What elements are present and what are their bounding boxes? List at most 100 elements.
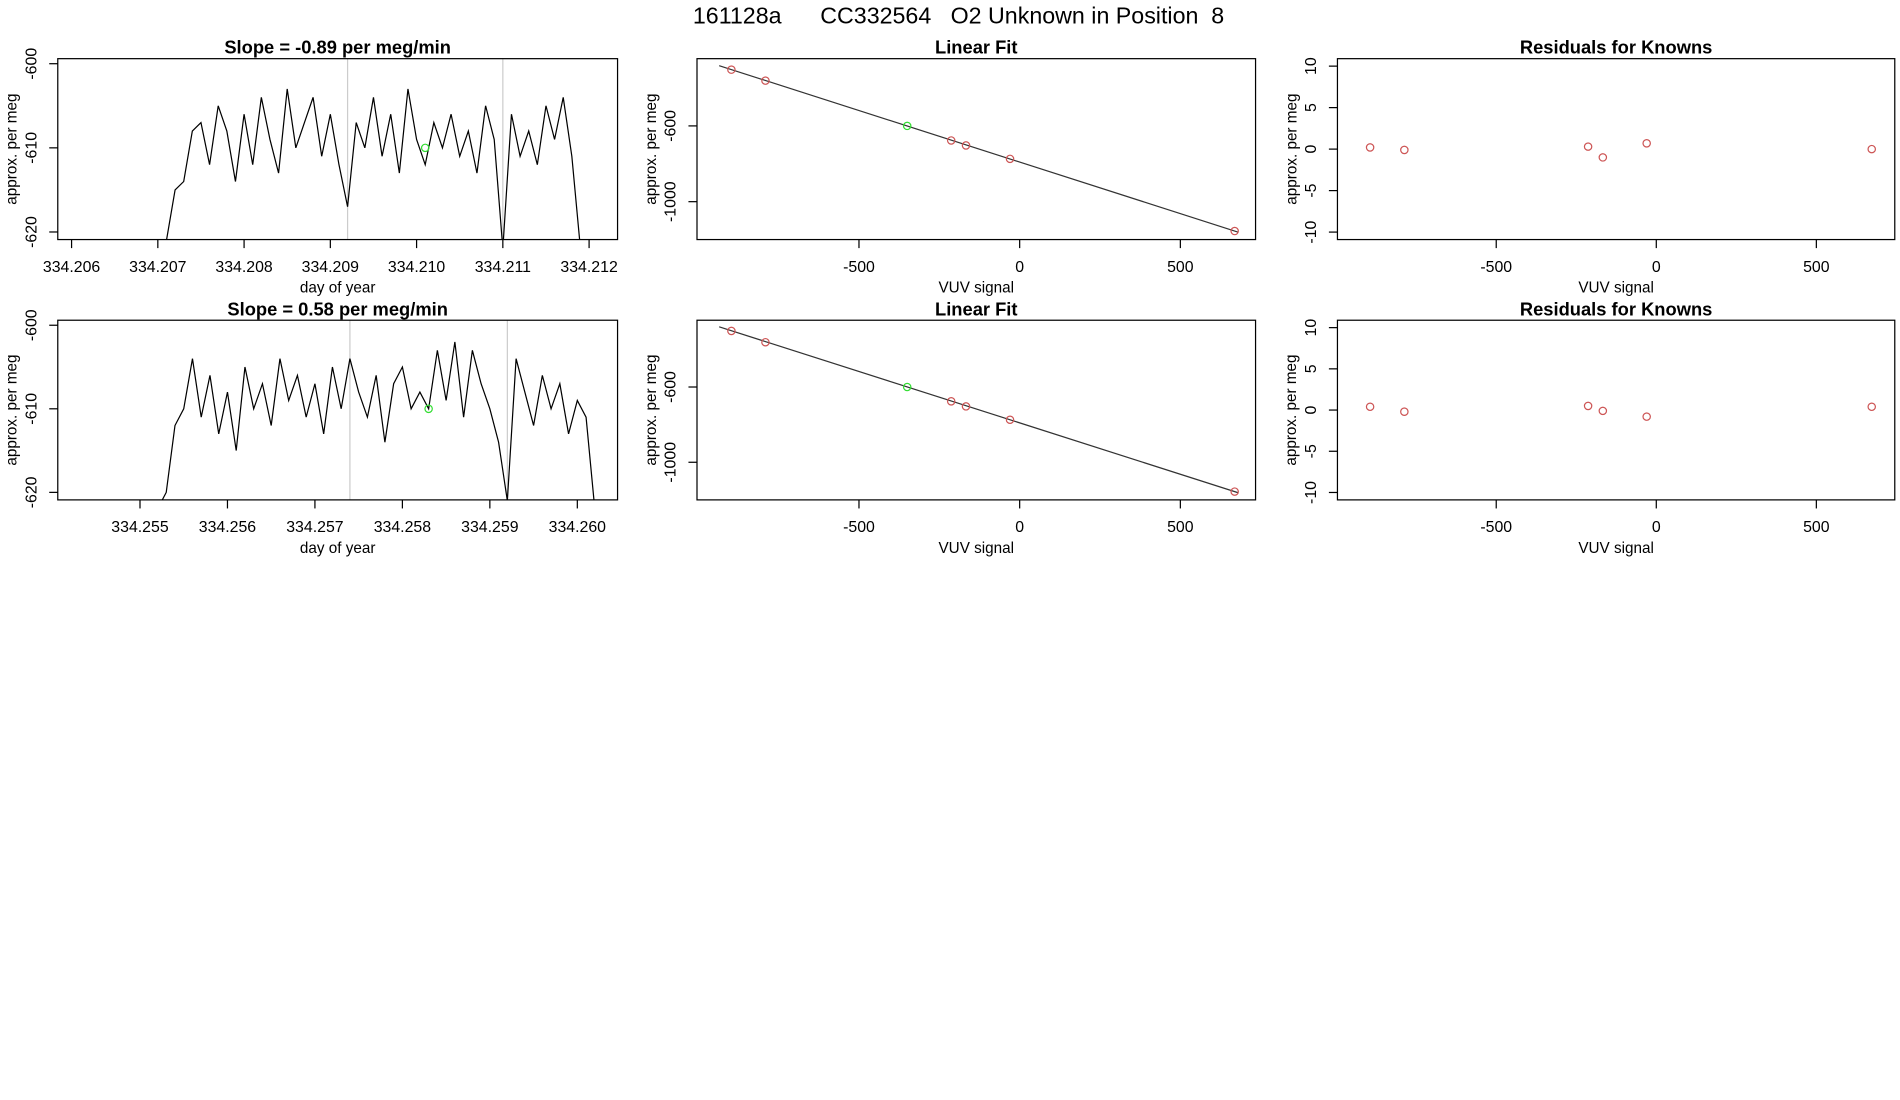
data-point [1365,402,1375,412]
x-axis-label: VUV signal [939,279,1015,296]
y-tick-label: -600 [663,371,680,403]
plot-area [1365,139,1877,162]
x-tick-label: 0 [1652,519,1661,536]
x-tick-label: 334.260 [549,519,607,536]
x-tick-label: -500 [1480,259,1512,276]
panel: Linear Fit VUV signal approx. per meg -500 0… [643,37,1257,296]
x-axis-label: day of year [300,279,376,296]
fit-line [718,65,1239,233]
plot-area [161,320,595,500]
y-tick-label: -1000 [663,442,680,483]
x-tick-label: 0 [1015,259,1024,276]
plot-area [165,58,581,240]
data-point [946,136,956,145]
panel: Linear Fit VUV signal approx. per meg -500 0… [643,298,1257,557]
data-point [1598,406,1608,416]
panel: Slope = 0.58 per meg/min day of year appro… [4,298,619,557]
y-tick-label: -5 [1303,183,1320,197]
x-tick-label: 334.207 [129,259,187,276]
data-point [420,143,430,153]
y-tick-label: 10 [1303,57,1320,75]
x-tick-label: 334.259 [461,519,519,536]
data-point [424,404,433,414]
data-point [1400,145,1409,155]
y-axis-label: approx. per meg [643,94,660,205]
y-axis-label: approx. per meg [1283,94,1300,205]
chart-title: Linear Fit [935,37,1018,58]
x-tick-label: 334.206 [43,259,101,276]
page-title: 161128a CC332564 O2 Unknown in Position … [693,2,1224,28]
plot-frame [57,58,619,241]
chart-title: Linear Fit [935,298,1018,319]
y-tick-label: -600 [23,309,40,341]
data-point [1230,487,1239,496]
data-line [165,88,581,240]
data-point [1867,144,1877,154]
y-tick-label: 0 [1303,405,1320,414]
data-point [1230,226,1239,236]
data-point [902,382,912,392]
data-point [1867,402,1877,412]
x-tick-label: 334.209 [302,259,360,276]
data-point [1005,154,1015,164]
data-line [161,341,595,500]
y-tick-label: 5 [1303,103,1320,112]
x-tick-label: 500 [1167,259,1194,276]
y-tick-label: -620 [23,216,40,248]
chart-title: Slope = 0.58 per meg/min [227,298,448,319]
data-point [1642,139,1651,148]
x-tick-label: -500 [843,519,875,536]
panel: Residuals for Knowns VUV signal approx. pe… [1283,298,1896,557]
x-tick-label: 334.210 [388,259,446,276]
data-point [761,76,770,85]
y-axis-label: approx. per meg [1283,354,1300,465]
x-tick-label: 500 [1803,259,1830,276]
data-point [727,65,736,74]
y-tick-label: -5 [1303,444,1320,458]
y-tick-label: -610 [23,132,40,164]
data-point [1642,412,1651,421]
x-tick-label: 334.258 [374,519,432,536]
plot-area [718,326,1239,496]
plot-frame [696,319,1257,501]
data-point [1400,407,1409,416]
y-tick-label: 10 [1303,319,1320,337]
x-tick-label: 334.212 [560,259,618,276]
plot-frame [1336,58,1896,241]
fit-line [718,326,1239,494]
plot-frame [696,58,1257,241]
x-axis-label: day of year [300,540,376,557]
data-point [1598,153,1608,162]
panel: Residuals for Knowns VUV signal approx. pe… [1283,37,1896,296]
x-axis-label: VUV signal [939,540,1015,557]
y-axis-label: approx. per meg [643,354,660,465]
x-tick-label: -500 [843,259,875,276]
x-axis-label: VUV signal [1578,540,1654,557]
x-tick-label: 334.211 [475,259,531,276]
data-point [727,326,736,336]
x-tick-label: 334.256 [199,519,257,536]
x-tick-label: 334.208 [215,259,273,276]
data-point [1005,415,1015,425]
data-point [761,337,770,347]
plot-frame [1336,319,1896,501]
y-tick-label: 0 [1303,145,1320,154]
y-tick-label: -620 [23,476,40,508]
y-axis-label: approx. per meg [4,94,21,205]
data-point [1583,142,1593,151]
y-tick-label: -600 [663,110,680,142]
data-point [1365,143,1375,152]
y-tick-label: -610 [23,393,40,425]
plot-area [718,65,1239,236]
x-axis-label: VUV signal [1578,279,1654,296]
x-tick-label: 0 [1652,259,1661,276]
y-tick-label: -600 [23,48,40,80]
data-point [961,141,971,150]
y-tick-label: -1000 [663,181,680,222]
y-tick-label: -10 [1303,220,1320,243]
x-tick-label: 0 [1015,519,1024,536]
x-tick-label: 334.255 [111,519,169,536]
panel: Slope = -0.89 per meg/min day of year appr… [4,37,619,296]
